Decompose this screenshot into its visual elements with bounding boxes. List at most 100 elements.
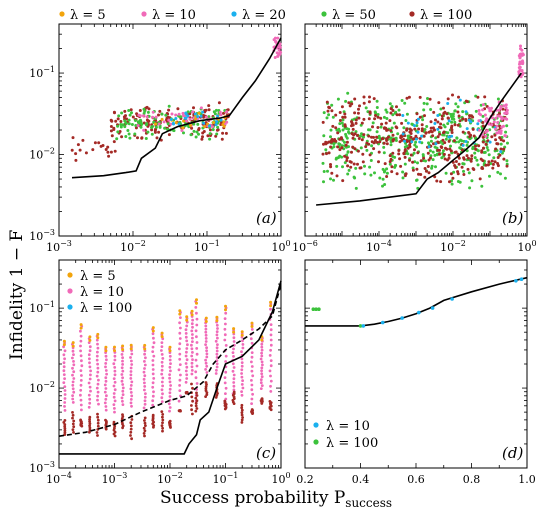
point-lambda100 bbox=[339, 136, 343, 140]
point-lambda10 bbox=[136, 124, 140, 128]
point-lambda10 bbox=[195, 364, 199, 368]
point-lambda100 bbox=[321, 120, 325, 124]
point-lambda10 bbox=[260, 369, 263, 373]
legend-c-marker-lambda10 bbox=[67, 288, 73, 294]
point-lambda100 bbox=[112, 128, 116, 131]
point-lambda50 bbox=[440, 156, 444, 160]
point-lambda50 bbox=[331, 115, 335, 119]
legend-label-lambda50: λ = 50 bbox=[332, 8, 376, 23]
x-tick-label: 100 bbox=[271, 239, 290, 254]
point-lambda10 bbox=[129, 373, 133, 377]
legend-label-lambda5: λ = 5 bbox=[70, 8, 106, 23]
point-lambda10 bbox=[95, 386, 99, 390]
point-lambda10 bbox=[113, 388, 117, 392]
point-lambda100 bbox=[217, 101, 221, 105]
point-lambda10 bbox=[144, 392, 147, 395]
point-lambda20 bbox=[401, 114, 405, 117]
y-tick-label: 10−2 bbox=[29, 380, 55, 395]
panel-b: 10−6 10−4 10−2 100 bbox=[292, 23, 537, 254]
point-lambda10 bbox=[503, 111, 507, 115]
point-lambda100 bbox=[439, 122, 443, 126]
point-lambda10 bbox=[190, 369, 194, 372]
point-lambda50 bbox=[142, 112, 146, 115]
point-lambda10 bbox=[63, 349, 67, 353]
y-tick-label-base: 10 bbox=[29, 230, 43, 243]
point-lambda10 bbox=[143, 363, 147, 367]
point-lambda100 bbox=[442, 106, 445, 110]
point-lambda10 bbox=[112, 395, 116, 399]
point-lambda100 bbox=[129, 108, 133, 112]
point-lambda100 bbox=[71, 136, 75, 140]
point-lambda10 bbox=[144, 356, 147, 360]
point-lambda50 bbox=[134, 124, 138, 127]
point-lambda50 bbox=[499, 142, 503, 146]
point-lambda10 bbox=[120, 353, 124, 356]
point-lambda5 bbox=[240, 330, 244, 334]
point-lambda10 bbox=[178, 342, 182, 346]
point-lambda100 bbox=[378, 140, 382, 144]
point-lambda100 bbox=[385, 175, 389, 178]
point-lambda100 bbox=[431, 134, 435, 138]
point-lambda50 bbox=[456, 105, 460, 109]
x-tick-label-base: 10 bbox=[46, 241, 60, 254]
point-lambda10 bbox=[188, 117, 192, 121]
point-lambda10 bbox=[204, 368, 208, 371]
legend-d-label-lambda10: λ = 10 bbox=[326, 419, 370, 434]
point-lambda10 bbox=[178, 363, 182, 366]
point-lambda100 bbox=[470, 157, 473, 161]
point-lambda100 bbox=[240, 418, 244, 422]
point-lambda10 bbox=[145, 115, 149, 119]
point-lambda100 bbox=[74, 152, 78, 156]
point-lambda10 bbox=[216, 336, 219, 340]
point-lambda100 bbox=[408, 158, 411, 162]
point-lambda100 bbox=[457, 156, 461, 160]
point-lambda100 bbox=[403, 155, 407, 159]
point-lambda10 bbox=[517, 66, 521, 70]
point-lambda100 bbox=[63, 419, 67, 422]
point-lambda10 bbox=[89, 369, 92, 373]
point-lambda50 bbox=[325, 116, 329, 120]
point-lambda10 bbox=[167, 118, 171, 122]
point-lambda100 bbox=[437, 101, 441, 105]
point-lambda100 bbox=[240, 413, 244, 417]
point-lambda50 bbox=[381, 167, 385, 171]
point-lambda50 bbox=[388, 162, 392, 166]
point-lambda10 bbox=[113, 399, 117, 403]
point-lambda5 bbox=[203, 125, 207, 128]
point-lambda50 bbox=[422, 108, 426, 112]
point-lambda10 bbox=[79, 383, 83, 387]
point-lambda10 bbox=[178, 384, 182, 387]
point-lambda50 bbox=[474, 109, 478, 113]
point-lambda10 bbox=[95, 374, 99, 378]
point-lambda10 bbox=[113, 369, 117, 373]
point-lambda100 bbox=[449, 172, 453, 176]
point-lambda10 bbox=[168, 395, 172, 398]
point-lambda10 bbox=[190, 365, 194, 369]
point-lambda50 bbox=[468, 186, 472, 190]
point-lambda10 bbox=[121, 363, 124, 366]
point-lambda10 bbox=[484, 119, 488, 123]
point-lambda100 bbox=[484, 163, 488, 167]
point-lambda100 bbox=[480, 149, 484, 153]
point-lambda50 bbox=[424, 159, 427, 163]
point-lambda10 bbox=[88, 349, 92, 353]
point-lambda50 bbox=[343, 161, 347, 165]
point-lambda10 bbox=[105, 394, 108, 398]
point-lambda10 bbox=[105, 372, 108, 376]
point-lambda10 bbox=[184, 380, 188, 384]
point-lambda5 bbox=[129, 347, 133, 351]
point-lambda50 bbox=[503, 176, 507, 180]
point-lambda50 bbox=[211, 128, 215, 132]
point-lambda10 bbox=[191, 318, 195, 322]
point-lambda100 bbox=[471, 127, 475, 131]
point-lambda100 bbox=[326, 109, 330, 113]
point-lambda100 bbox=[384, 126, 388, 130]
point-lambda100 bbox=[395, 113, 399, 117]
point-lambda100 bbox=[110, 134, 114, 138]
point-lambda10 bbox=[121, 403, 125, 406]
point-lambda10 bbox=[269, 364, 273, 368]
point-lambda100 bbox=[131, 115, 135, 119]
point-lambda50 bbox=[327, 113, 331, 117]
point-lambda10 bbox=[62, 361, 66, 365]
point-lambda10 bbox=[190, 329, 194, 333]
